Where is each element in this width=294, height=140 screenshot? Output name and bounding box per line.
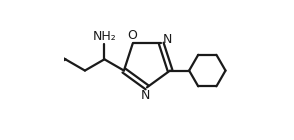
Text: N: N	[163, 33, 173, 46]
Text: NH₂: NH₂	[93, 30, 116, 43]
Text: O: O	[127, 29, 137, 42]
Text: N: N	[141, 89, 150, 102]
